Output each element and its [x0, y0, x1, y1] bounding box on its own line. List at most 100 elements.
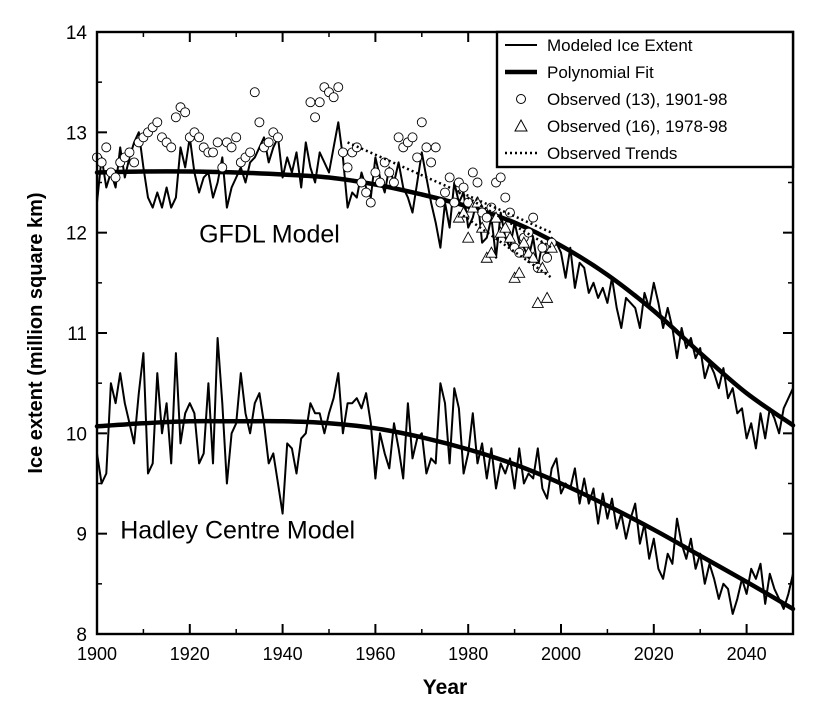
- plot-marks: [92, 82, 796, 615]
- observed-1901-98-point: [393, 132, 404, 143]
- legend-label: Observed (16), 1978-98: [547, 117, 728, 136]
- observed-1901-98-point: [217, 162, 228, 173]
- observed-1901-98-point: [426, 157, 437, 168]
- observed-trend-line: [347, 141, 553, 234]
- legend-swatch-triangle: [514, 118, 528, 132]
- observed-1901-98-point: [416, 117, 427, 128]
- observed-1978-98-point: [517, 236, 531, 248]
- observed-1901-98-point: [537, 242, 548, 253]
- y-tick-label: 12: [66, 224, 87, 245]
- observed-1901-98-point: [361, 187, 372, 198]
- legend-label: Modeled Ice Extent: [547, 36, 693, 55]
- observed-1901-98-point: [384, 167, 395, 178]
- observed-1901-98-point: [314, 97, 325, 108]
- observed-1901-98-point: [421, 142, 432, 153]
- observed-1978-98-point: [461, 231, 475, 243]
- legend-label: Observed (13), 1901-98: [547, 90, 728, 109]
- observed-1901-98-point: [333, 82, 344, 93]
- observed-1978-98-point: [485, 246, 498, 258]
- legend-label: Polynomial Fit: [547, 63, 654, 82]
- observed-1901-98-point: [467, 167, 478, 178]
- legend-box: [495, 30, 795, 169]
- observed-1901-98-point: [449, 197, 460, 208]
- x-tick-label: 1980: [448, 644, 488, 664]
- observed-1978-98-point: [526, 251, 540, 263]
- observed-1901-98-point: [389, 177, 399, 188]
- annotations: GFDL Model Hadley Centre Model: [120, 221, 355, 545]
- legend-label: Observed Trends: [547, 144, 677, 163]
- observed-1901-98-point: [444, 172, 455, 183]
- observed-1901-98-point: [249, 87, 260, 98]
- observed-1978-98-point: [475, 221, 489, 233]
- observed-1901-98-point: [356, 177, 367, 188]
- observed-1901-98-point: [412, 152, 423, 163]
- x-tick-label: 1940: [263, 644, 303, 664]
- y-tick-label: 10: [66, 424, 87, 445]
- observed-1901-98-point: [375, 177, 385, 188]
- legend-swatch-circle: [516, 94, 526, 104]
- observed-1978-98-point: [503, 231, 517, 243]
- observed-1901-98-point: [263, 137, 274, 148]
- observed-1901-98-point: [481, 212, 492, 223]
- observed-1978-98-point: [536, 261, 549, 273]
- x-tick-label: 1900: [77, 644, 117, 664]
- observed-1901-98-point: [208, 147, 218, 158]
- observed-1901-98-point: [245, 147, 256, 158]
- observed-1901-98-point: [328, 92, 339, 103]
- observed-1901-98-point: [310, 112, 321, 123]
- observed-1901-98-point: [472, 177, 483, 188]
- observed-1978-98-point: [512, 266, 526, 278]
- observed-1901-98-point: [528, 212, 539, 223]
- observed-1901-98-point: [212, 137, 223, 148]
- observed-1901-98-point: [458, 182, 469, 193]
- x-tick-label: 2020: [634, 644, 674, 664]
- observed-1901-98-point: [194, 132, 205, 143]
- observed-1901-98-point: [101, 142, 112, 153]
- observed-1901-98-point: [407, 132, 418, 143]
- x-tick-label: 1920: [170, 644, 210, 664]
- modeled-ice-extent-line: [96, 337, 794, 615]
- x-tick-label: 2000: [541, 644, 581, 664]
- gfdl-model-label: GFDL Model: [199, 221, 340, 249]
- observed-1978-98-point: [540, 291, 554, 303]
- observed-1901-98-point: [254, 117, 265, 128]
- y-tick-label: 13: [66, 123, 87, 144]
- observed-1901-98-point: [231, 132, 242, 143]
- observed-1978-98-point: [531, 296, 545, 308]
- observed-1901-98-point: [435, 197, 446, 208]
- observed-1901-98-point: [170, 112, 181, 123]
- observed-1901-98-point: [500, 192, 511, 203]
- y-tick-label: 11: [67, 324, 87, 345]
- observed-1901-98-point: [430, 142, 441, 153]
- observed-1901-98-point: [505, 207, 515, 218]
- observed-1901-98-point: [226, 142, 237, 153]
- observed-1901-98-point: [542, 252, 553, 263]
- y-tick-label: 8: [76, 625, 87, 646]
- observed-1901-98-point: [495, 172, 506, 183]
- observed-1901-98-point: [514, 247, 525, 258]
- legend: Modeled Ice Extent Polynomial Fit Observed…: [495, 30, 795, 169]
- x-tick-label: 1960: [355, 644, 395, 664]
- observed-1978-98-point: [499, 221, 512, 233]
- observed-1901-98-point: [124, 147, 135, 158]
- polynomial-fit-line: [94, 169, 796, 428]
- observed-1901-98-point: [370, 167, 381, 178]
- observed-trend-line: [458, 211, 553, 279]
- observed-1978-98-point: [522, 246, 535, 258]
- x-tick-label: 2040: [727, 644, 767, 664]
- x-axis-label: Year: [423, 676, 467, 699]
- observed-1901-98-point: [152, 117, 163, 128]
- observed-1901-98-point: [273, 132, 283, 143]
- observed-1901-98-point: [180, 107, 191, 118]
- y-axis-label: Ice extent (million square km): [25, 192, 47, 473]
- observed-1901-98-point: [96, 157, 107, 168]
- y-tick-label: 14: [66, 23, 88, 44]
- polynomial-fit-line: [94, 418, 796, 612]
- observed-1901-98-point: [129, 157, 140, 168]
- observed-1901-98-point: [342, 162, 353, 173]
- observed-1901-98-point: [166, 142, 177, 153]
- observed-1901-98-point: [440, 187, 450, 198]
- observed-1901-98-point: [365, 197, 376, 208]
- observed-1901-98-point: [305, 97, 316, 108]
